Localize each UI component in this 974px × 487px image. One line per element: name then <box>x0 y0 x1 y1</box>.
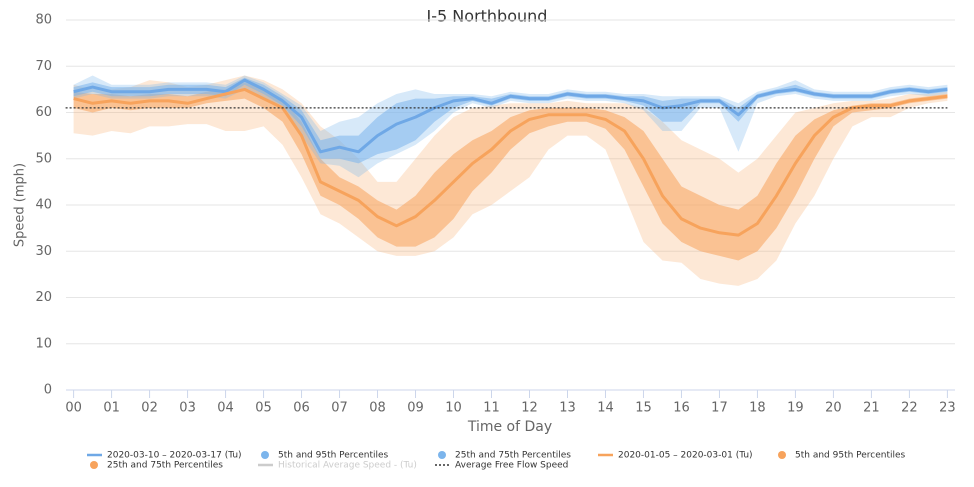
x-tick-label: 12 <box>521 401 538 416</box>
speed-line <box>73 87 948 237</box>
y-axis-title: Speed (mph) <box>13 163 28 247</box>
legend-label: 2020-03-10 – 2020-03-17 (Tu) <box>107 451 242 461</box>
x-tick-label: 06 <box>293 401 310 416</box>
percentile-band <box>73 75 948 178</box>
x-tick-label: 16 <box>673 401 690 416</box>
x-tick-label: 01 <box>103 401 120 416</box>
y-tick-label: 70 <box>35 59 52 74</box>
x-tick-label: 09 <box>407 401 424 416</box>
y-tick-label: 50 <box>35 151 52 166</box>
x-tick-label: 14 <box>597 401 614 416</box>
legend-label: Historical Average Speed - (Tu) <box>278 461 417 471</box>
legend-symbol <box>261 451 269 459</box>
x-tick-label: 18 <box>749 401 766 416</box>
y-tick-label: 60 <box>35 105 52 120</box>
legend-label: 5th and 95th Percentiles <box>795 451 906 461</box>
speed-line <box>73 78 948 154</box>
legend-label: 25th and 75th Percentiles <box>455 451 571 461</box>
x-tick-label: 15 <box>635 401 652 416</box>
plot-area <box>65 75 948 286</box>
x-tick-label: 02 <box>141 401 158 416</box>
legend-label: 5th and 95th Percentiles <box>278 451 389 461</box>
x-tick-label: 13 <box>559 401 576 416</box>
x-axis-title: Time of Day <box>467 419 552 435</box>
legend-label: 25th and 75th Percentiles <box>107 461 223 471</box>
x-tick-label: 08 <box>369 401 386 416</box>
x-tick-label: 19 <box>787 401 804 416</box>
x-tick-label: 23 <box>939 401 956 416</box>
x-tick-label: 11 <box>483 401 500 416</box>
y-tick-label: 30 <box>35 244 52 259</box>
legend-symbol <box>438 451 446 459</box>
legend-symbol <box>778 451 786 459</box>
legend-symbol <box>90 461 98 469</box>
y-tick-label: 0 <box>44 383 52 398</box>
legend-label: 2020-01-05 – 2020-03-01 (Tu) <box>618 451 753 461</box>
y-tick-label: 20 <box>35 290 52 305</box>
legend: 2020-03-10 – 2020-03-17 (Tu) 5th and 95th… <box>87 451 906 471</box>
x-tick-label: 03 <box>179 401 196 416</box>
y-tick-label: 80 <box>35 13 52 28</box>
y-tick-label: 40 <box>35 198 52 213</box>
x-tick-label: 20 <box>825 401 842 416</box>
axes: 0 10 20 30 40 50 60 70 80 00 01 02 03 04 05 06 07 08 09 10 1… <box>35 13 955 416</box>
x-tick-label: 21 <box>863 401 880 416</box>
y-tick-label: 10 <box>35 336 52 351</box>
chart-title: I-5 Northbound <box>427 7 548 26</box>
x-tick-label: 17 <box>711 401 728 416</box>
x-tick-label: 10 <box>445 401 462 416</box>
x-tick-label: 22 <box>901 401 918 416</box>
legend-label: Average Free Flow Speed <box>455 461 568 471</box>
percentile-band <box>73 82 948 261</box>
x-tick-label: 00 <box>65 401 82 416</box>
x-tick-label: 05 <box>255 401 272 416</box>
x-tick-label: 07 <box>331 401 348 416</box>
x-tick-label: 04 <box>217 401 234 416</box>
